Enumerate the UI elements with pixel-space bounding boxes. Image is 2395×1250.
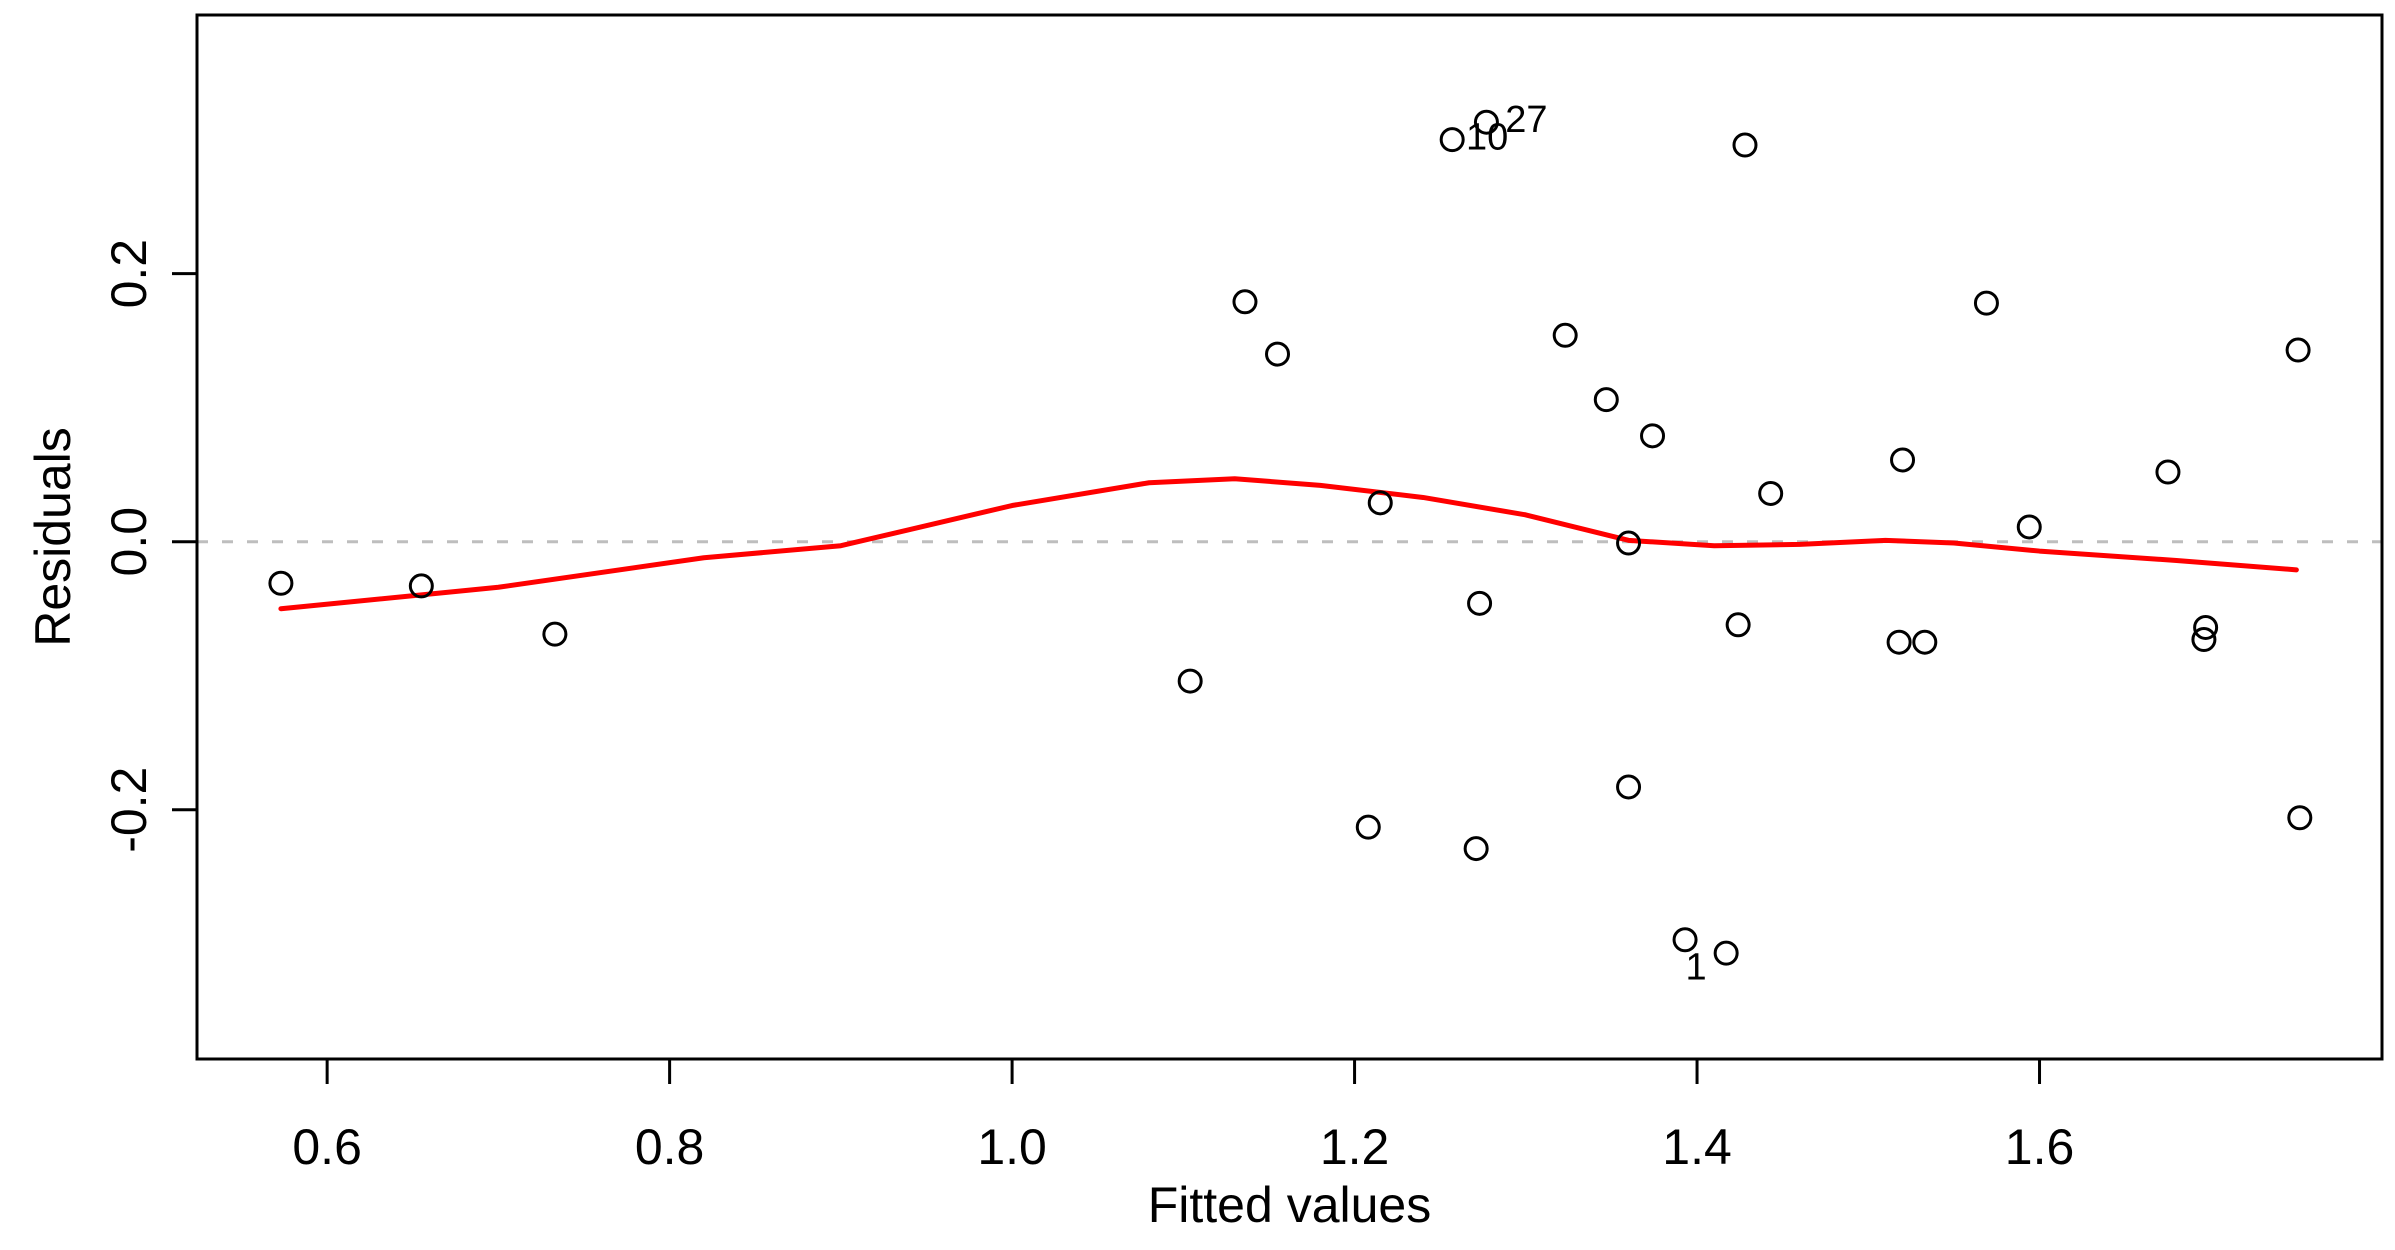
data-point <box>1672 927 1698 953</box>
data-point <box>2193 614 2219 640</box>
y-axis-ticks: -0.2 0.0 0.2 <box>101 239 197 853</box>
data-point <box>1973 290 1999 316</box>
data-point <box>1732 132 1758 158</box>
data-point <box>1616 530 1642 556</box>
data-point <box>542 621 568 647</box>
x-tick-label: 1.0 <box>977 1119 1047 1175</box>
data-point <box>1640 423 1666 449</box>
data-point <box>1552 322 1578 348</box>
plot-box-border <box>195 13 2384 1061</box>
data-point <box>2287 805 2313 831</box>
data-point <box>1439 127 1465 153</box>
data-point <box>1367 490 1393 516</box>
data-point <box>1890 447 1916 473</box>
x-tick-label: 0.8 <box>635 1119 705 1175</box>
x-tick-label: 1.4 <box>1662 1119 1732 1175</box>
data-point <box>2155 459 2181 485</box>
data-point <box>1232 289 1258 315</box>
data-point <box>1463 836 1489 862</box>
point-label-1: 1 <box>1685 947 1706 989</box>
data-point <box>1886 629 1912 655</box>
data-point <box>1467 590 1493 616</box>
x-tick-label: 0.6 <box>292 1119 362 1175</box>
scatter-points <box>268 109 2313 966</box>
x-tick-label: 1.2 <box>1320 1119 1390 1175</box>
lowess-smooth-curve <box>278 476 2299 612</box>
y-tick-label: -0.2 <box>101 767 157 853</box>
data-point <box>1355 814 1381 840</box>
data-point <box>408 573 434 599</box>
x-tick-label: 1.6 <box>2005 1119 2075 1175</box>
data-point <box>2191 627 2217 653</box>
data-point <box>1473 109 1499 135</box>
data-point <box>268 570 294 596</box>
point-label-10: 10 <box>1466 117 1508 159</box>
y-tick-label: 0.2 <box>101 239 157 309</box>
data-point <box>1593 387 1619 413</box>
y-tick-label: 0.0 <box>101 507 157 577</box>
y-axis-title: Residuals <box>25 427 81 647</box>
x-axis-ticks: 0.6 0.8 1.0 1.2 1.4 1.6 <box>292 1059 2074 1175</box>
data-point <box>1912 629 1938 655</box>
data-point <box>1758 480 1784 506</box>
data-point <box>1177 668 1203 694</box>
x-axis-title: Fitted values <box>1148 1177 1431 1233</box>
data-point <box>2285 337 2311 363</box>
data-point <box>1265 341 1291 367</box>
data-point <box>2016 514 2042 540</box>
point-label-27: 27 <box>1505 99 1547 141</box>
data-point <box>1616 774 1642 800</box>
data-point <box>1713 940 1739 966</box>
data-point <box>1725 612 1751 638</box>
